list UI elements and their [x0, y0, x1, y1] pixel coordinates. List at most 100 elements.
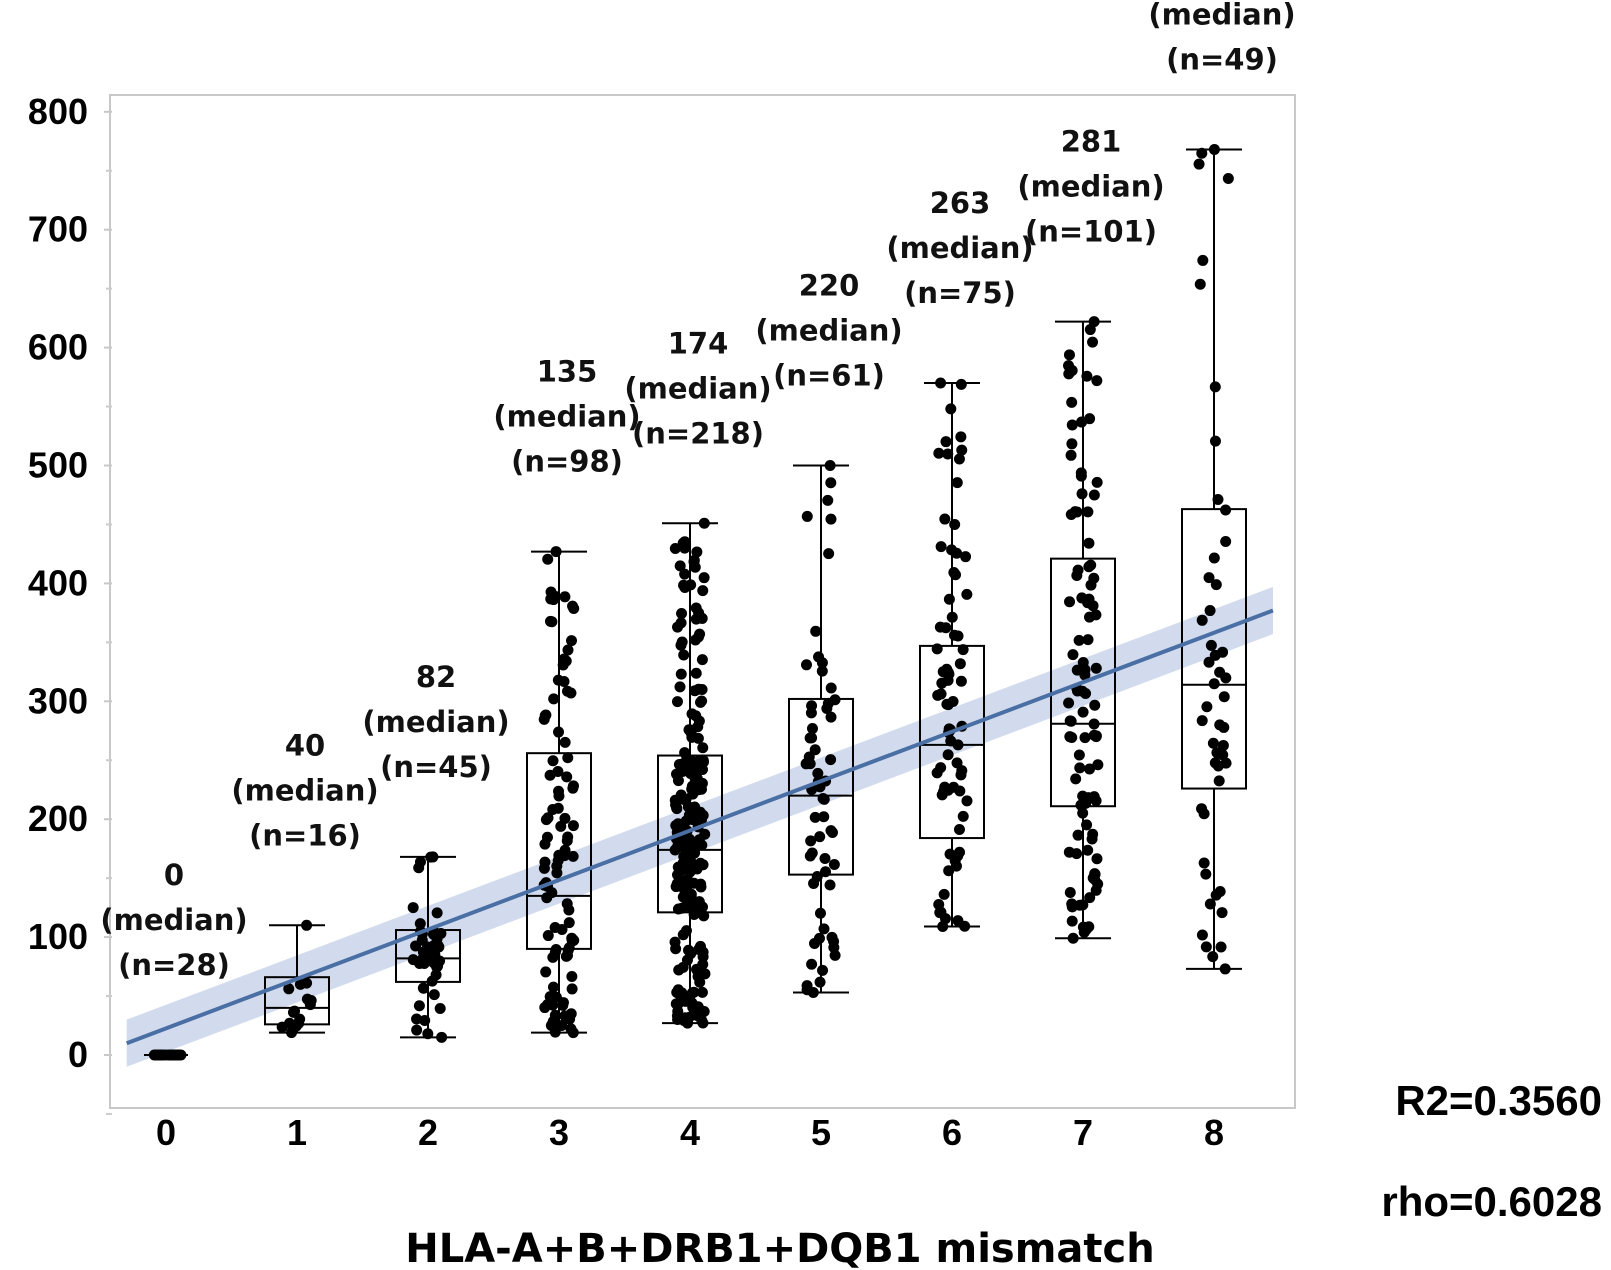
median-annotation-value: 281	[1061, 125, 1122, 159]
data-point	[1070, 773, 1082, 785]
data-point	[955, 378, 967, 390]
x-tick-label: 1	[287, 1112, 307, 1153]
rho-stat: rho=0.6028	[1381, 1178, 1602, 1225]
data-point	[946, 611, 958, 623]
n-annotation: (n=75)	[904, 276, 1016, 310]
data-point	[559, 812, 571, 824]
data-point	[425, 851, 437, 863]
points-layer	[148, 144, 1234, 1061]
data-point	[806, 700, 818, 712]
data-point	[696, 986, 708, 998]
data-point	[422, 1028, 434, 1040]
data-point	[1063, 349, 1075, 361]
data-point	[1071, 848, 1083, 860]
median-annotation-text: (median)	[624, 371, 771, 405]
data-point	[1077, 706, 1089, 718]
data-point	[671, 696, 683, 708]
data-point	[289, 1005, 301, 1017]
data-point	[961, 588, 973, 600]
data-point	[1213, 775, 1225, 787]
data-point	[1088, 489, 1100, 501]
data-point	[674, 838, 686, 850]
x-axis-title: HLA-A+B+DRB1+DQB1 mismatch	[405, 1226, 1154, 1270]
data-point	[825, 682, 837, 694]
data-point	[1064, 886, 1076, 898]
data-point	[672, 903, 684, 915]
data-point	[1222, 172, 1234, 184]
data-point	[682, 875, 694, 887]
data-point	[1207, 951, 1219, 963]
data-point	[547, 1015, 559, 1027]
data-point	[1081, 370, 1093, 382]
n-annotation: (n=28)	[118, 948, 230, 982]
data-point	[562, 752, 574, 764]
data-point	[562, 831, 574, 843]
data-point	[944, 848, 956, 860]
data-point	[1073, 749, 1085, 761]
data-point	[551, 867, 563, 879]
data-point	[1194, 278, 1206, 290]
data-point	[822, 697, 834, 709]
n-annotation: (n=16)	[249, 818, 361, 852]
data-point	[670, 943, 682, 955]
data-point	[1207, 737, 1219, 749]
data-point	[698, 517, 710, 529]
data-point	[542, 553, 554, 565]
data-point	[413, 1000, 425, 1012]
data-point	[828, 941, 840, 953]
data-point	[1088, 572, 1100, 584]
data-point	[539, 838, 551, 850]
y-tick-label: 200	[28, 798, 88, 839]
data-point	[1218, 721, 1230, 733]
data-point	[552, 855, 564, 867]
data-point	[548, 693, 560, 705]
y-tick-label: 0	[68, 1034, 88, 1075]
data-point	[1209, 757, 1221, 769]
data-point	[1064, 596, 1076, 608]
data-point	[1080, 687, 1092, 699]
data-point	[809, 937, 821, 949]
data-point	[431, 907, 443, 919]
data-point	[819, 853, 831, 865]
data-point	[816, 665, 828, 677]
regression-layer	[125, 608, 1274, 1046]
data-point	[951, 547, 963, 559]
data-point	[559, 1010, 571, 1022]
data-point	[825, 825, 837, 837]
data-point	[567, 600, 579, 612]
data-point	[428, 940, 440, 952]
data-point	[809, 744, 821, 756]
data-point	[1216, 907, 1228, 919]
data-point	[553, 726, 565, 738]
n-annotation: (n=101)	[1025, 215, 1157, 249]
data-point	[676, 636, 688, 648]
data-point	[828, 858, 840, 870]
n-annotation: (n=98)	[511, 445, 623, 479]
data-point	[935, 541, 947, 553]
data-point	[540, 814, 552, 826]
data-point	[418, 982, 430, 994]
data-point	[1067, 932, 1079, 944]
x-tick-label: 4	[680, 1112, 700, 1153]
data-point	[434, 1003, 446, 1015]
median-annotation-value: 220	[799, 269, 860, 303]
data-point	[685, 902, 697, 914]
n-annotation: (n=45)	[380, 750, 492, 784]
data-point	[689, 561, 701, 573]
data-point	[697, 1017, 709, 1029]
data-point	[566, 983, 578, 995]
median-annotation-value: 0	[164, 858, 184, 892]
data-point	[1066, 732, 1078, 744]
data-point	[669, 542, 681, 554]
data-point	[566, 635, 578, 647]
data-point	[1196, 929, 1208, 941]
x-tick-label: 5	[811, 1112, 831, 1153]
data-point	[822, 494, 834, 506]
data-point	[567, 820, 579, 832]
data-point	[1074, 762, 1086, 774]
data-point	[694, 628, 706, 640]
data-point	[430, 969, 442, 981]
data-point	[1082, 844, 1094, 856]
data-point	[679, 884, 691, 896]
